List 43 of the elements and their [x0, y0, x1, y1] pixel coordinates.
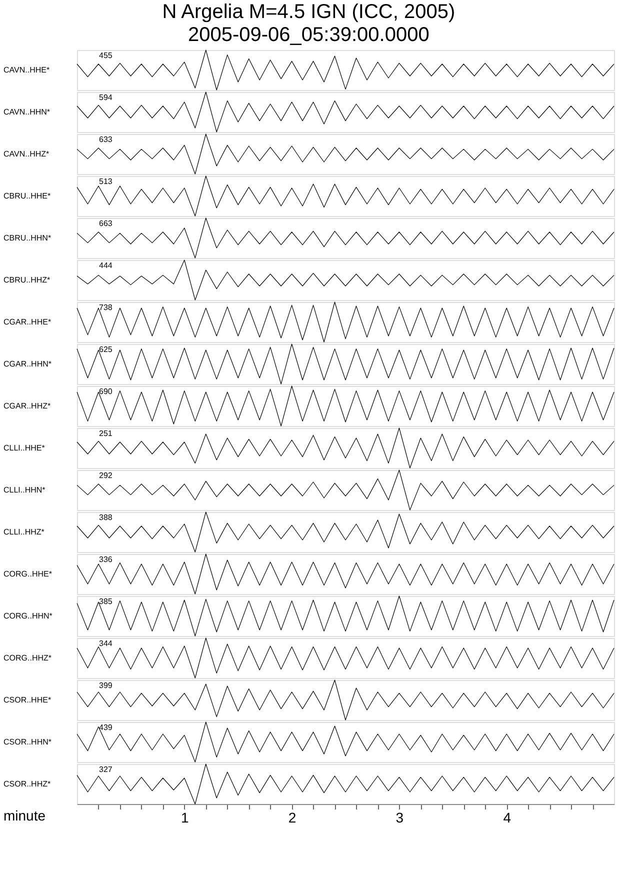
y-axis-title: CORG..HHZ*: [4, 654, 52, 662]
annotation: 336: [99, 555, 113, 564]
annotation: 625: [99, 345, 113, 354]
y-axis-title: CGAR..HHE*: [4, 318, 52, 326]
annotation: 738: [99, 303, 113, 312]
annotation: 292: [99, 471, 113, 480]
y-axis-title: CLLI..HHE*: [4, 444, 45, 452]
annotation: 663: [99, 219, 113, 228]
x-tick-label: 2: [288, 810, 296, 826]
annotation: 344: [99, 639, 113, 648]
annotation: 513: [99, 177, 113, 186]
y-axis-title: CBRU..HHN*: [4, 234, 52, 242]
y-axis-title: CGAR..HHZ*: [4, 402, 51, 410]
y-axis-title: CBRU..HHE*: [4, 192, 51, 200]
chart-subtitle: 2005-09-06_05:39:00.0000: [188, 24, 430, 46]
y-axis-title: CLLI..HHN*: [4, 486, 46, 494]
x-tick-label: 3: [396, 810, 404, 826]
annotation: 439: [99, 723, 113, 732]
x-tick-label: 1: [181, 810, 189, 826]
annotation: 455: [99, 51, 113, 60]
annotation: 633: [99, 135, 113, 144]
annotation: 444: [99, 261, 113, 270]
y-axis-title: CSOR..HHZ*: [4, 780, 51, 788]
y-axis-title: CAVN..HHZ*: [4, 150, 50, 158]
y-axis-title: CORG..HHN*: [4, 612, 52, 620]
y-axis-title: CBRU..HHZ*: [4, 276, 50, 284]
y-axis-title: CAVN..HHE*: [4, 66, 50, 74]
annotation: 327: [99, 765, 113, 774]
annotation: 251: [99, 429, 113, 438]
y-axis-title: CAVN..HHN*: [4, 108, 50, 116]
y-axis-title: CSOR..HHN*: [4, 738, 52, 746]
chart-title: N Argelia M=4.5 IGN (ICC, 2005): [162, 1, 456, 24]
annotation: 690: [99, 387, 113, 396]
annotation: 399: [99, 681, 113, 690]
y-axis-title: CGAR..HHN*: [4, 360, 52, 368]
x-axis-title: minute: [4, 808, 46, 824]
y-axis-title: CSOR..HHE*: [4, 696, 52, 704]
y-axis-title: CORG..HHE*: [4, 570, 52, 578]
annotation: 594: [99, 93, 113, 102]
annotation: 385: [99, 597, 113, 606]
x-tick-label: 4: [503, 810, 512, 826]
y-axis-title: CLLI..HHZ*: [4, 528, 44, 536]
annotation: 388: [99, 513, 113, 522]
